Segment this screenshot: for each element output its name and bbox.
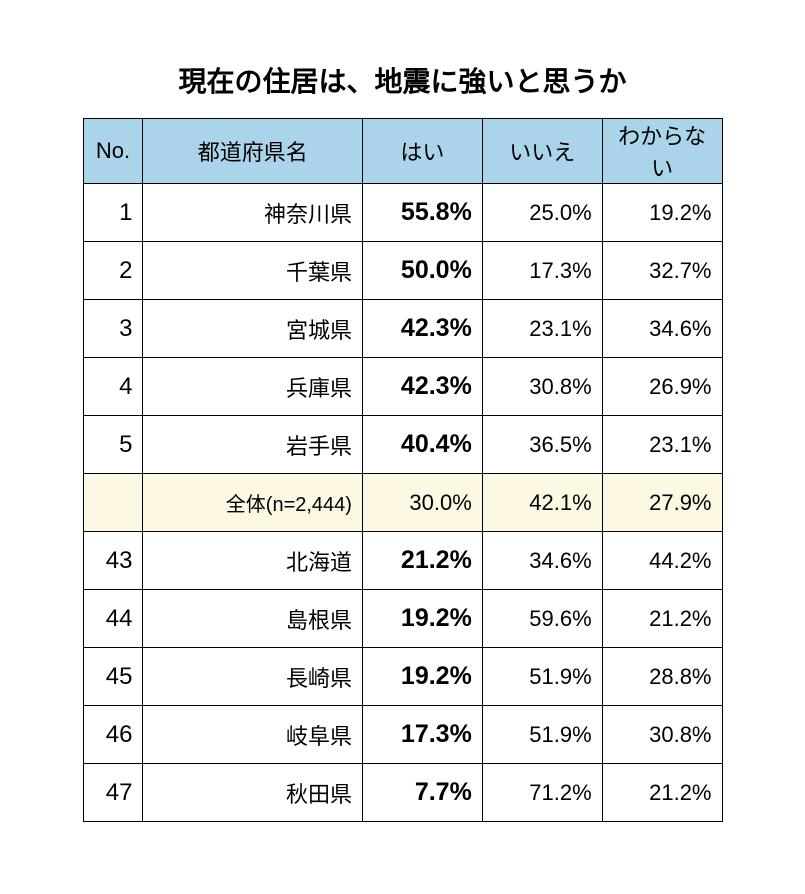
cell-dk: 34.6% — [602, 300, 722, 358]
table-row-overall: 全体(n=2,444) 30.0% 42.1% 27.9% — [83, 474, 722, 532]
cell-yes: 50.0% — [362, 242, 482, 300]
cell-yes: 21.2% — [362, 532, 482, 590]
cell-dk: 26.9% — [602, 358, 722, 416]
cell-no2: 71.2% — [482, 764, 602, 822]
cell-dk: 32.7% — [602, 242, 722, 300]
cell-no2: 42.1% — [482, 474, 602, 532]
chart-title: 現在の住居は、地震に強いと思うか — [178, 60, 626, 100]
cell-dk: 23.1% — [602, 416, 722, 474]
cell-pref: 長崎県 — [143, 648, 362, 706]
col-header-yes: はい — [362, 119, 482, 184]
cell-no2: 36.5% — [482, 416, 602, 474]
table-header-row: No. 都道府県名 はい いいえ わからない — [83, 119, 722, 184]
cell-dk: 44.2% — [602, 532, 722, 590]
table-row: 5 岩手県 40.4% 36.5% 23.1% — [83, 416, 722, 474]
cell-pref: 岐阜県 — [143, 706, 362, 764]
cell-no2: 51.9% — [482, 648, 602, 706]
cell-yes: 55.8% — [362, 184, 482, 242]
cell-yes: 19.2% — [362, 648, 482, 706]
cell-no: 44 — [83, 590, 143, 648]
table-row: 46 岐阜県 17.3% 51.9% 30.8% — [83, 706, 722, 764]
table-row: 3 宮城県 42.3% 23.1% 34.6% — [83, 300, 722, 358]
cell-no2: 17.3% — [482, 242, 602, 300]
cell-no: 4 — [83, 358, 143, 416]
cell-yes: 42.3% — [362, 358, 482, 416]
col-header-pref: 都道府県名 — [143, 119, 362, 184]
cell-no — [83, 474, 143, 532]
table-row: 45 長崎県 19.2% 51.9% 28.8% — [83, 648, 722, 706]
cell-pref: 神奈川県 — [143, 184, 362, 242]
col-header-noanswer: いいえ — [482, 119, 602, 184]
cell-no: 47 — [83, 764, 143, 822]
cell-no: 46 — [83, 706, 143, 764]
cell-no: 43 — [83, 532, 143, 590]
cell-no: 1 — [83, 184, 143, 242]
cell-pref: 島根県 — [143, 590, 362, 648]
survey-table: No. 都道府県名 はい いいえ わからない 1 神奈川県 55.8% 25.0… — [83, 118, 723, 822]
cell-yes: 42.3% — [362, 300, 482, 358]
cell-dk: 27.9% — [602, 474, 722, 532]
cell-yes: 40.4% — [362, 416, 482, 474]
table-row: 1 神奈川県 55.8% 25.0% 19.2% — [83, 184, 722, 242]
cell-pref: 秋田県 — [143, 764, 362, 822]
cell-pref: 兵庫県 — [143, 358, 362, 416]
table-row: 47 秋田県 7.7% 71.2% 21.2% — [83, 764, 722, 822]
cell-yes: 19.2% — [362, 590, 482, 648]
cell-no2: 23.1% — [482, 300, 602, 358]
cell-yes: 7.7% — [362, 764, 482, 822]
cell-no2: 30.8% — [482, 358, 602, 416]
cell-yes: 30.0% — [362, 474, 482, 532]
cell-pref: 岩手県 — [143, 416, 362, 474]
table-row: 44 島根県 19.2% 59.6% 21.2% — [83, 590, 722, 648]
table-row: 43 北海道 21.2% 34.6% 44.2% — [83, 532, 722, 590]
cell-no2: 59.6% — [482, 590, 602, 648]
cell-no2: 34.6% — [482, 532, 602, 590]
cell-no2: 25.0% — [482, 184, 602, 242]
table-row: 2 千葉県 50.0% 17.3% 32.7% — [83, 242, 722, 300]
cell-pref: 千葉県 — [143, 242, 362, 300]
cell-dk: 21.2% — [602, 764, 722, 822]
cell-dk: 28.8% — [602, 648, 722, 706]
cell-no2: 51.9% — [482, 706, 602, 764]
cell-no: 3 — [83, 300, 143, 358]
cell-dk: 21.2% — [602, 590, 722, 648]
cell-no: 5 — [83, 416, 143, 474]
col-header-no: No. — [83, 119, 143, 184]
table-body: 1 神奈川県 55.8% 25.0% 19.2% 2 千葉県 50.0% 17.… — [83, 184, 722, 822]
cell-dk: 19.2% — [602, 184, 722, 242]
cell-pref: 宮城県 — [143, 300, 362, 358]
cell-no: 2 — [83, 242, 143, 300]
cell-yes: 17.3% — [362, 706, 482, 764]
cell-no: 45 — [83, 648, 143, 706]
cell-pref: 北海道 — [143, 532, 362, 590]
cell-pref: 全体(n=2,444) — [143, 474, 362, 532]
cell-dk: 30.8% — [602, 706, 722, 764]
col-header-dontknow: わからない — [602, 119, 722, 184]
table-row: 4 兵庫県 42.3% 30.8% 26.9% — [83, 358, 722, 416]
